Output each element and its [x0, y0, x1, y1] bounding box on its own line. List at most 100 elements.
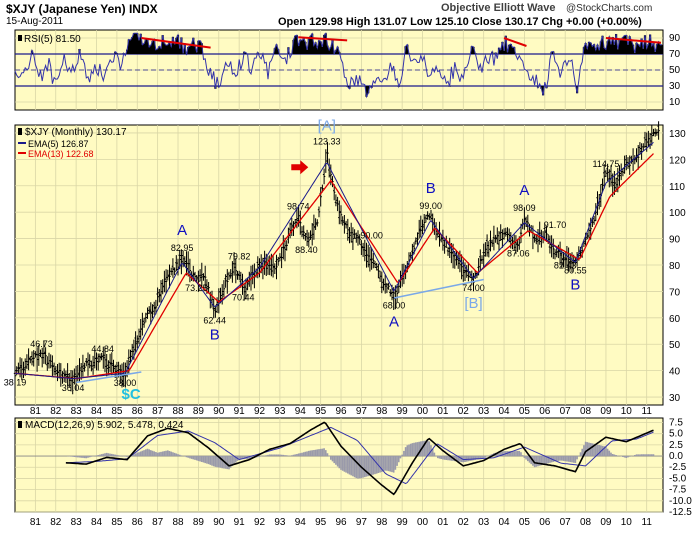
rsi-line: [14, 32, 663, 99]
x-tick-label: 09: [600, 406, 612, 417]
wave-bracket-label: [A]: [318, 118, 336, 135]
price-annotation: 46.73: [30, 339, 53, 349]
ema13-legend-label: EMA(13) 122.68: [28, 149, 94, 159]
price-annotation: 38.19: [4, 377, 27, 387]
x-tick-label: 98: [376, 517, 388, 528]
ema5-line: [14, 142, 654, 380]
rsi-tick-label: 50: [669, 65, 681, 76]
price-annotation: 74.00: [462, 283, 485, 293]
x-tick-label: 11: [642, 406, 653, 417]
price-annotation: 79.82: [228, 251, 251, 261]
x-tick-label: 10: [621, 406, 633, 417]
price-annotation: 90.00: [360, 231, 383, 241]
rsi-tick-label: 30: [669, 81, 681, 92]
rsi-divergence-line: [503, 37, 527, 47]
wave-label: B: [570, 277, 580, 294]
price-annotation: 87.06: [507, 248, 530, 258]
x-tick-label: 02: [458, 517, 470, 528]
price-annotation: 82.95: [171, 243, 194, 253]
x-tick-label: 99: [397, 406, 409, 417]
x-tick-label: 94: [295, 406, 307, 417]
x-tick-label: 84: [91, 406, 103, 417]
x-tick-label: 82: [50, 517, 62, 528]
x-tick-label: 04: [498, 517, 510, 528]
x-tick-label: 05: [519, 406, 531, 417]
price-tick-label: 120: [669, 155, 686, 166]
rsi-legend-swatch: [18, 35, 22, 41]
rsi-divergence-line: [298, 36, 348, 42]
rsi-tick-label: 10: [669, 97, 681, 108]
price-tick-label: 40: [669, 367, 681, 378]
x-tick-label: 99: [397, 517, 409, 528]
x-tick-label: 89: [193, 517, 205, 528]
price-tick-label: 100: [669, 208, 686, 219]
date-label: 15-Aug-2011: [6, 16, 64, 27]
price-tick-label: 50: [669, 340, 681, 351]
x-tick-label: 03: [478, 406, 490, 417]
macd-line: [65, 421, 654, 496]
x-tick-label: 82: [50, 406, 62, 417]
x-tick-label: 88: [172, 517, 184, 528]
x-tick-label: 00: [417, 517, 429, 528]
x-tick-label: 08: [580, 517, 592, 528]
price-annotation: 82.43: [554, 261, 577, 271]
rsi-title: RSI(5) 81.50: [24, 34, 81, 45]
wave-label: A: [389, 314, 399, 331]
price-tick-label: 60: [669, 314, 681, 325]
price-legend-swatch: [18, 128, 22, 135]
x-tick-label: 86: [132, 406, 144, 417]
price-tick-label: 130: [669, 129, 686, 140]
price-annotation: 98.74: [287, 201, 310, 211]
chart-name: Objective Elliott Wave: [441, 2, 556, 14]
x-tick-label: 04: [498, 406, 510, 417]
price-annotation: 36.04: [62, 383, 85, 393]
x-tick-label: 92: [254, 517, 266, 528]
macd-tick-label: -10.0: [669, 496, 692, 507]
x-tick-label: 90: [213, 517, 225, 528]
x-tick-label: 87: [152, 406, 164, 417]
x-tick-label: 01: [437, 517, 449, 528]
x-tick-label: 91: [234, 517, 246, 528]
ohlc-readout: Open 129.98 High 131.07 Low 125.10 Close…: [278, 16, 642, 28]
wave-label: A: [177, 222, 187, 239]
x-tick-label: 90: [213, 406, 225, 417]
price-annotation: 114.75: [593, 159, 620, 169]
x-tick-label: 08: [580, 406, 592, 417]
x-tick-label: 93: [274, 517, 286, 528]
x-tick-label: 86: [132, 517, 144, 528]
price-tick-label: 90: [669, 235, 681, 246]
macd-tick-label: 5.0: [669, 429, 683, 440]
wave-label: B: [426, 180, 436, 197]
price-tick-label: 110: [669, 182, 685, 193]
macd-tick-label: 7.5: [669, 417, 683, 428]
rsi-tick-label: 90: [669, 33, 681, 44]
x-tick-label: 07: [560, 406, 572, 417]
x-tick-label: 05: [519, 517, 531, 528]
macd-tick-label: 2.5: [669, 440, 683, 451]
red-arrow-icon: [291, 160, 309, 175]
x-tick-label: 98: [376, 406, 388, 417]
price-annotation: 70.44: [232, 292, 255, 302]
trend-line: [393, 278, 484, 299]
macd-signal-line: [65, 426, 654, 485]
macd-legend-swatch: [18, 421, 22, 428]
price-annotation: 80.55: [564, 266, 587, 276]
copyright-label: @StockCharts.com: [566, 3, 653, 14]
macd-tick-label: -7.5: [669, 485, 687, 496]
symbol-label: $XJY (Japanese Yen) INDX: [6, 2, 158, 16]
x-tick-label: 83: [71, 406, 83, 417]
macd-title: MACD(12,26,9) 5.902, 5.478, 0.424: [25, 420, 184, 431]
trend-line: [76, 371, 142, 384]
x-tick-label: 92: [254, 406, 266, 417]
x-tick-label: 87: [152, 517, 164, 528]
x-tick-label: 06: [539, 517, 551, 528]
x-tick-label: 91: [234, 406, 246, 417]
x-tick-label: 85: [111, 517, 123, 528]
macd-tick-label: -5.0: [669, 473, 687, 484]
ema13-line: [14, 153, 654, 380]
x-tick-label: 01: [437, 406, 449, 417]
rsi-tick-label: 70: [669, 49, 681, 60]
price-annotation: 91.70: [544, 220, 567, 230]
x-tick-label: 85: [111, 406, 123, 417]
x-tick-label: 06: [539, 406, 551, 417]
